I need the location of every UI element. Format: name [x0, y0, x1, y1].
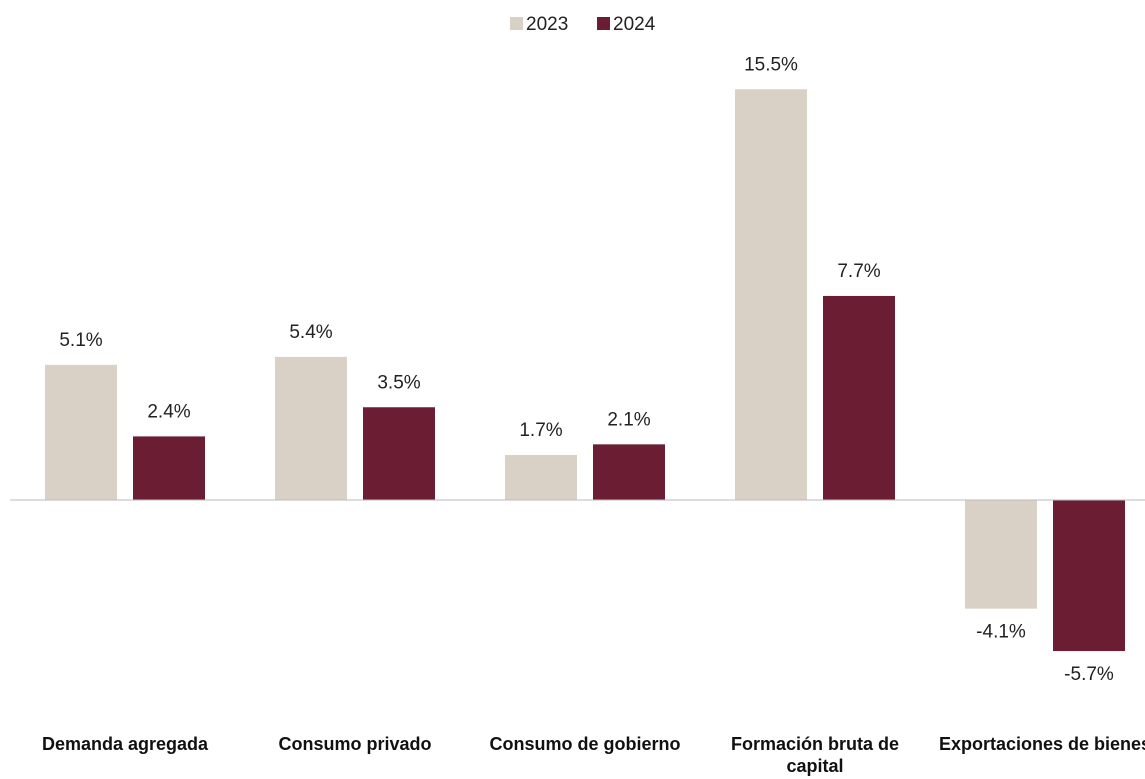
x-tick-label: Formación bruta de capital: [730, 734, 900, 776]
bar: [823, 295, 895, 500]
legend-swatch: [597, 17, 610, 30]
bar: [593, 444, 665, 500]
bar: [1053, 500, 1125, 652]
bar: [735, 89, 807, 500]
x-tick-label: Demanda agregada: [41, 734, 209, 754]
x-tick-label: Exportaciones de bienes: [938, 734, 1145, 754]
bar: [275, 356, 347, 500]
bar: [965, 500, 1037, 609]
value-label: 7.7%: [837, 261, 880, 282]
value-label: 15.5%: [744, 54, 798, 75]
legend-swatch: [510, 17, 523, 30]
value-label: 1.7%: [519, 420, 562, 441]
value-label: 5.4%: [289, 322, 332, 343]
value-label: -4.1%: [976, 622, 1026, 643]
value-label: 3.5%: [377, 372, 420, 393]
legend-label: 2023: [526, 14, 568, 35]
value-label: 2.1%: [607, 409, 650, 430]
bar: [363, 407, 435, 500]
value-label: 5.1%: [59, 330, 102, 351]
value-label: 2.4%: [147, 401, 190, 422]
value-label: -5.7%: [1064, 664, 1114, 685]
bar: [133, 436, 205, 500]
bar: [45, 364, 117, 500]
legend-label: 2024: [613, 14, 656, 35]
bar: [505, 454, 577, 500]
x-tick-label: Consumo privado: [278, 734, 432, 754]
x-tick-label: Consumo de gobierno: [489, 734, 681, 754]
